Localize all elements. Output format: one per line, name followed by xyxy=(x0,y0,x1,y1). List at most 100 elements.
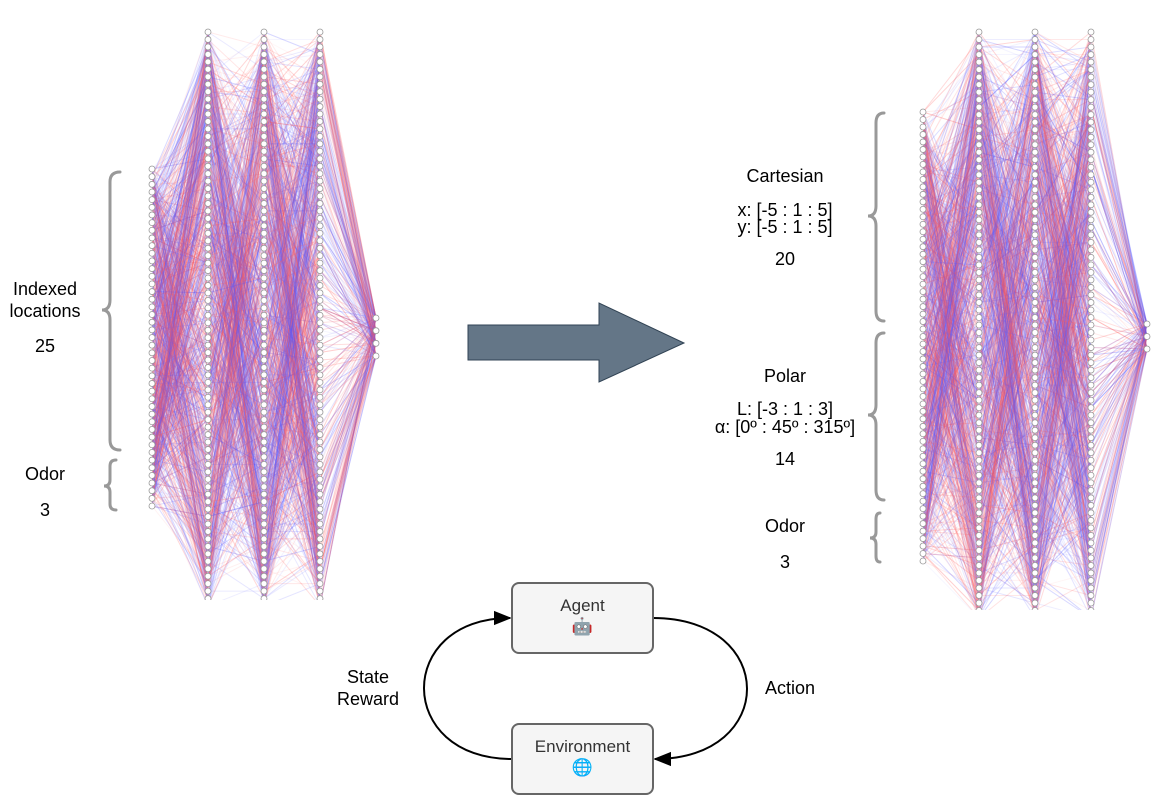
left-network-edge xyxy=(207,248,265,525)
left-network-edge xyxy=(263,91,321,294)
left-network-edge xyxy=(207,218,265,450)
left-network-edge xyxy=(207,240,265,495)
left-network-edge xyxy=(263,263,321,577)
left-network-edge xyxy=(151,452,209,562)
left-network-edge xyxy=(207,225,265,346)
left-network-edge xyxy=(151,184,209,256)
left-network-edge xyxy=(263,322,321,458)
left-network-edge xyxy=(207,46,265,584)
left-network-edge xyxy=(263,143,321,376)
left-network-edge xyxy=(151,276,209,405)
left-network-edge xyxy=(207,248,265,465)
left-network-edge xyxy=(151,54,209,369)
left-network-edge xyxy=(151,419,209,476)
left-network-edge xyxy=(263,69,321,331)
left-network-edge xyxy=(263,76,321,174)
left-network-edge xyxy=(263,158,321,592)
left-network-edge xyxy=(151,245,209,517)
left-network-edge xyxy=(207,434,265,525)
left-network-edge xyxy=(263,151,321,502)
left-network-edge xyxy=(263,299,321,331)
left-network-edge xyxy=(151,367,209,458)
left-network-edge xyxy=(151,214,209,264)
left-network-edge xyxy=(151,233,209,361)
left-network-edge xyxy=(151,456,209,484)
left-network-edge xyxy=(151,459,209,503)
left-network-edge xyxy=(263,203,321,569)
left-network-edge xyxy=(151,121,209,415)
left-network-node xyxy=(260,557,268,565)
left-network-edge xyxy=(151,151,209,346)
left-network-edge xyxy=(207,31,265,569)
left-network-edge xyxy=(151,136,209,315)
left-network-edge xyxy=(151,375,209,599)
left-network-edge xyxy=(207,143,265,554)
left-network-edge xyxy=(207,419,265,562)
left-network-edge xyxy=(151,222,209,539)
left-network-node xyxy=(260,192,268,200)
left-network-edge xyxy=(151,352,209,577)
left-network-edge xyxy=(207,158,265,204)
left-network-node xyxy=(204,289,212,297)
left-network-edge xyxy=(207,188,265,443)
left-network-edge xyxy=(151,203,209,392)
left-network-edge xyxy=(207,545,265,562)
left-network-edge xyxy=(207,292,265,472)
left-network-edge xyxy=(264,359,321,600)
left-network-edge xyxy=(263,106,321,532)
left-network-edge xyxy=(151,421,209,525)
left-network-edge xyxy=(263,359,321,510)
left-network-edge xyxy=(263,255,321,569)
left-network-edge xyxy=(151,214,208,600)
left-network-edge xyxy=(207,374,265,473)
left-network-edge xyxy=(207,53,265,63)
left-network-edge xyxy=(207,113,265,525)
left-network-edge xyxy=(207,262,265,338)
left-network-edge xyxy=(207,158,265,316)
left-network-edge xyxy=(207,113,265,346)
left-network-edge xyxy=(151,188,209,323)
left-network-edge xyxy=(207,411,265,428)
left-network-edge xyxy=(207,61,265,368)
left-network-edge xyxy=(207,84,265,398)
left-network-edge xyxy=(151,434,209,476)
left-network-edge xyxy=(207,180,265,331)
left-network-edge xyxy=(151,367,209,398)
left-network-edge xyxy=(207,76,265,584)
left-network-edge xyxy=(151,166,209,445)
left-network-edge xyxy=(151,54,209,185)
left-network-edge xyxy=(151,214,209,539)
left-network-edge xyxy=(207,61,265,256)
left-network-edge xyxy=(263,76,321,569)
left-network-edge xyxy=(151,375,209,577)
left-network-node xyxy=(204,542,212,550)
left-network-edge xyxy=(207,68,265,107)
left-network-node xyxy=(260,36,268,43)
left-network-edge xyxy=(151,207,209,428)
left-network-edge xyxy=(151,352,209,430)
left-network-edge xyxy=(207,31,265,420)
left-network-edge xyxy=(207,262,265,346)
left-network-edge xyxy=(263,83,321,93)
left-network-edge xyxy=(207,411,265,532)
left-network-edge xyxy=(151,214,209,420)
left-network-edge xyxy=(151,207,209,420)
left-network-edge xyxy=(151,69,209,376)
left-network-edge xyxy=(207,449,265,569)
left-network-edge xyxy=(151,199,209,599)
left-network-node xyxy=(260,125,268,133)
left-network-edge xyxy=(207,248,265,428)
left-network-edge xyxy=(151,314,209,391)
left-network-node xyxy=(204,498,212,506)
left-network-edge xyxy=(207,270,265,301)
left-network-edge xyxy=(151,322,209,540)
left-network-edge xyxy=(263,352,321,599)
left-network-edge xyxy=(151,291,209,554)
left-network-edge xyxy=(263,367,321,465)
left-network-edge xyxy=(263,240,321,554)
left-network-edge xyxy=(207,173,265,450)
left-network-edge xyxy=(207,300,265,435)
left-network-edge xyxy=(207,106,265,346)
left-network-edge xyxy=(151,143,209,300)
left-network-edge xyxy=(151,406,209,569)
